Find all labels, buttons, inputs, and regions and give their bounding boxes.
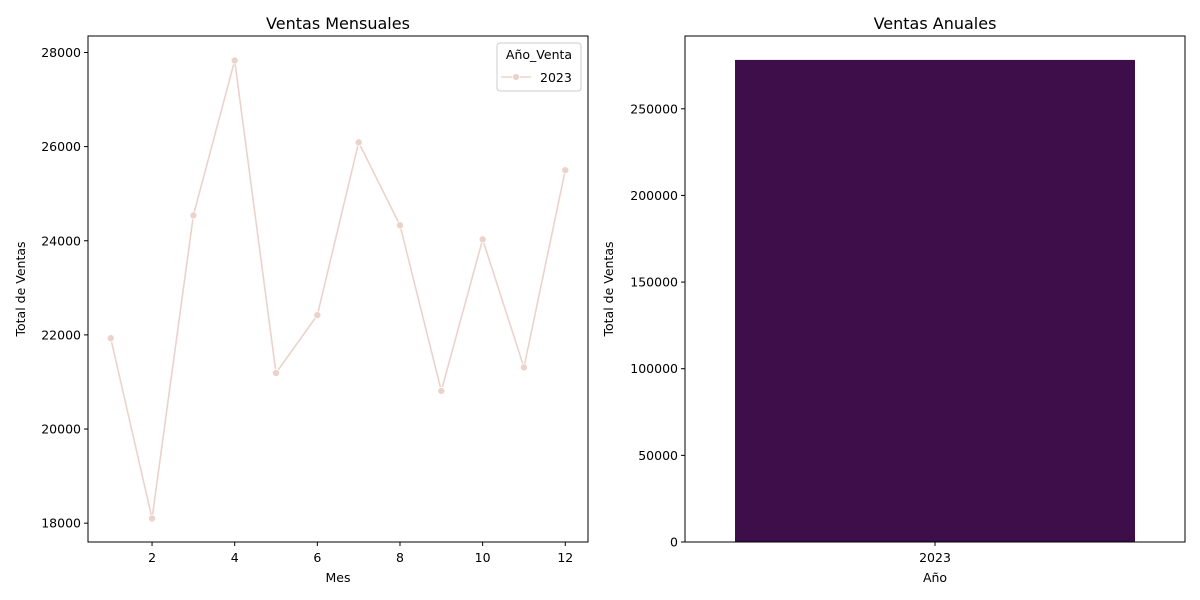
line-chart-series <box>106 56 570 523</box>
bar-chart-y-ticks: 0 50000 100000 150000 200000 250000 <box>630 101 685 550</box>
line-chart-legend: Año_Venta 2023 <box>496 42 582 92</box>
x-tick-label: 12 <box>557 550 573 565</box>
y-tick-label: 0 <box>670 535 678 550</box>
y-tick-label: 250000 <box>630 101 678 116</box>
data-point <box>561 166 570 175</box>
bar-chart-bars <box>735 59 1135 543</box>
bar-2023 <box>735 59 1135 543</box>
line-plot-frame <box>87 35 589 543</box>
data-point <box>189 211 198 220</box>
data-point <box>478 235 487 244</box>
data-point <box>272 369 281 378</box>
legend-title: Año_Venta <box>506 47 572 62</box>
bar-plot-frame <box>684 35 1186 543</box>
bar-chart-y-axis-label: Total de Ventas <box>601 241 616 337</box>
legend-marker-swatch <box>512 73 520 81</box>
data-point <box>395 221 404 230</box>
x-tick-label: 6 <box>313 550 321 565</box>
line-chart-x-axis-label: Mes <box>326 570 351 585</box>
data-point <box>148 514 157 523</box>
bar-chart-title: Ventas Anuales <box>874 14 997 33</box>
data-point <box>437 386 446 395</box>
data-point <box>106 334 115 343</box>
y-tick-label: 24000 <box>41 233 81 248</box>
line-chart-y-axis-label: Total de Ventas <box>13 241 28 337</box>
x-tick-label: 4 <box>231 550 239 565</box>
line-plot-area <box>88 36 588 542</box>
monthly-sales-line-chart: Ventas Mensuales Mes Total de Ventas 180… <box>13 14 589 585</box>
x-tick-label: 2023 <box>919 550 951 565</box>
y-tick-label: 150000 <box>630 275 678 290</box>
data-point <box>230 56 239 65</box>
y-tick-label: 26000 <box>41 139 81 154</box>
y-tick-label: 18000 <box>41 516 81 531</box>
y-tick-label: 50000 <box>638 448 678 463</box>
y-tick-label: 100000 <box>630 361 678 376</box>
data-point <box>519 363 528 372</box>
x-tick-label: 10 <box>475 550 491 565</box>
bar-chart-x-ticks: 2023 <box>919 542 951 565</box>
data-point <box>354 138 363 147</box>
legend-label-2023: 2023 <box>540 70 572 85</box>
data-point <box>313 311 322 320</box>
x-tick-label: 2 <box>148 550 156 565</box>
y-tick-label: 20000 <box>41 422 81 437</box>
y-tick-label: 28000 <box>41 45 81 60</box>
annual-sales-bar-chart: Ventas Anuales Año Total de Ventas 0 5000… <box>601 14 1186 585</box>
line-chart-x-ticks: 2 4 6 8 10 12 <box>148 542 573 565</box>
y-tick-label: 22000 <box>41 327 81 342</box>
bar-chart-x-axis-label: Año <box>923 570 947 585</box>
line-chart-title: Ventas Mensuales <box>266 14 410 33</box>
series-line-2023 <box>109 59 567 520</box>
x-tick-label: 8 <box>396 550 404 565</box>
y-tick-label: 200000 <box>630 188 678 203</box>
line-chart-y-ticks: 18000 20000 22000 24000 26000 28000 <box>41 45 88 531</box>
